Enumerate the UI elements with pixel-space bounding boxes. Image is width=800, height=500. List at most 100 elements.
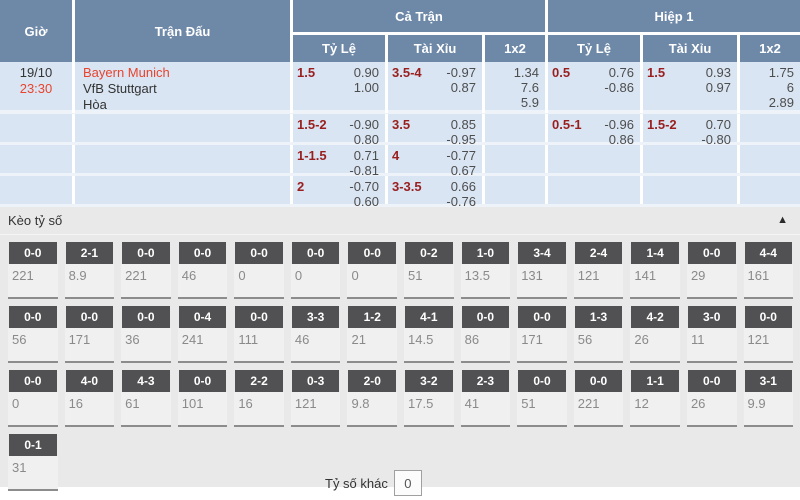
h1-1x2-cell[interactable]: [737, 114, 800, 142]
ft-handicap-cell[interactable]: 1-1.5 0.71 -0.81: [290, 145, 385, 178]
ft-1x2-cell[interactable]: [482, 176, 545, 204]
score-cell[interactable]: 0-3 121: [290, 370, 341, 427]
ft-1x2-cell[interactable]: [482, 114, 545, 142]
h1-handicap-cell[interactable]: [545, 176, 640, 204]
score-label: 4-2: [631, 306, 679, 328]
score-cell[interactable]: 0-0 0: [290, 242, 341, 299]
score-cell[interactable]: 0-4 241: [177, 306, 228, 363]
score-cell[interactable]: 4-2 26: [630, 306, 680, 363]
score-cell[interactable]: 0-0 56: [8, 306, 58, 363]
score-cell[interactable]: 1-0 13.5: [460, 242, 511, 299]
score-cell[interactable]: 2-4 121: [573, 242, 624, 299]
score-cell[interactable]: 0-0 221: [573, 370, 624, 427]
score-label: 0-0: [9, 370, 57, 392]
score-label: 1-4: [631, 242, 679, 264]
score-cell[interactable]: 2-1 8.9: [64, 242, 115, 299]
score-cell[interactable]: 0-0 221: [8, 242, 58, 299]
score-cell[interactable]: 2-2 16: [234, 370, 284, 427]
score-cell[interactable]: 1-3 56: [573, 306, 624, 363]
score-odds: 161: [743, 264, 794, 297]
header-ft-1x2: 1x2: [482, 32, 545, 62]
score-cell[interactable]: 0-0 121: [743, 306, 794, 363]
score-cell[interactable]: 0-1 31: [8, 434, 58, 491]
score-cell[interactable]: 1-4 141: [630, 242, 680, 299]
score-cell[interactable]: 3-1 9.9: [743, 370, 794, 427]
h1-handicap-cell[interactable]: 0.5 0.76 -0.86: [545, 62, 640, 113]
collapse-arrow-icon[interactable]: ▲: [777, 214, 788, 226]
odds-value: 0.90: [353, 65, 379, 80]
score-label: 2-4: [574, 242, 623, 264]
ft-handicap-cell[interactable]: 2 -0.70 0.60: [290, 176, 385, 209]
score-cell[interactable]: 1-1 12: [630, 370, 680, 427]
h1-overunder-cell[interactable]: 1.5-2 0.70 -0.80: [640, 114, 737, 147]
score-cell[interactable]: 4-3 61: [121, 370, 171, 427]
h1-handicap-cell[interactable]: [545, 145, 640, 173]
h1-overunder-cell[interactable]: 1.5 0.93 0.97: [640, 62, 737, 113]
draw-label[interactable]: Hòa: [83, 97, 107, 112]
score-cell[interactable]: 3-2 17.5: [404, 370, 454, 427]
score-label: 2-1: [65, 242, 114, 264]
h1-1x2-cell[interactable]: [737, 145, 800, 173]
score-cell[interactable]: 0-0 0: [8, 370, 58, 427]
score-odds: 0: [290, 264, 341, 297]
score-cell[interactable]: 0-0 86: [460, 306, 511, 363]
time-cell: [0, 176, 72, 204]
score-cell[interactable]: 3-4 131: [517, 242, 567, 299]
score-cell[interactable]: 0-0 36: [121, 306, 171, 363]
score-cell[interactable]: 0-0 46: [177, 242, 228, 299]
ft-handicap-cell[interactable]: 1.5-2 -0.90 0.80: [290, 114, 385, 147]
score-label: 0-0: [291, 242, 340, 264]
score-cell[interactable]: 4-4 161: [743, 242, 794, 299]
other-score-group: Tỷ số khác 0: [325, 470, 422, 496]
handicap-line: 0.5: [552, 65, 571, 80]
ft-1x2-cell[interactable]: 1.34 7.6 5.9: [482, 62, 545, 113]
home-team[interactable]: Bayern Munich: [83, 65, 170, 80]
score-cell[interactable]: 0-0 51: [517, 370, 567, 427]
score-cell[interactable]: 0-2 51: [404, 242, 454, 299]
score-odds: 29: [686, 264, 737, 297]
score-cell[interactable]: 0-0 0: [234, 242, 284, 299]
score-odds: 221: [8, 264, 58, 297]
score-cell[interactable]: 0-0 171: [517, 306, 567, 363]
ft-1x2-cell[interactable]: [482, 145, 545, 173]
score-cell[interactable]: 1-2 21: [347, 306, 398, 363]
h1-1x2-cell[interactable]: 1.75 6 2.89: [737, 62, 800, 113]
score-cell[interactable]: 0-0 171: [64, 306, 115, 363]
odds-values: 0.90 1.00: [354, 65, 379, 95]
handicap-line: 3.5-4: [392, 65, 422, 80]
other-score-input[interactable]: 0: [393, 470, 422, 496]
ft-overunder-cell[interactable]: 3-3.5 0.66 -0.76: [385, 176, 482, 209]
score-row: 0-1 31: [0, 434, 800, 491]
away-team[interactable]: VfB Stuttgart: [83, 81, 157, 96]
score-cell[interactable]: 0-0 0: [347, 242, 398, 299]
score-odds: 26: [630, 328, 680, 361]
score-cell[interactable]: 3-0 11: [686, 306, 737, 363]
h1-overunder-cell[interactable]: [640, 145, 737, 173]
ft-overunder-cell[interactable]: 4 -0.77 0.67: [385, 145, 482, 178]
score-cell[interactable]: 0-0 111: [234, 306, 284, 363]
time-cell: [0, 114, 72, 142]
score-cell[interactable]: 2-3 41: [460, 370, 511, 427]
odds-values: 1.75 6 2.89: [769, 65, 794, 110]
score-cell[interactable]: 2-0 9.8: [347, 370, 398, 427]
score-cell[interactable]: 0-0 26: [686, 370, 737, 427]
handicap-line: 4: [392, 148, 400, 163]
correct-score-section: Kèo tỷ số ▲ 0-0 221 2-1 8.9 0-0 221 0-0 46 0-0 0 0…: [0, 207, 800, 491]
h1-overunder-cell[interactable]: [640, 176, 737, 204]
ft-overunder-cell[interactable]: 3.5 0.85 -0.95: [385, 114, 482, 147]
score-cell[interactable]: 4-1 14.5: [404, 306, 454, 363]
score-cell[interactable]: 0-0 221: [121, 242, 171, 299]
score-cell[interactable]: 0-0 101: [177, 370, 228, 427]
h1-handicap-cell[interactable]: 0.5-1 -0.96 0.86: [545, 114, 640, 147]
score-cell[interactable]: 3-3 46: [290, 306, 341, 363]
score-label: 2-3: [461, 370, 510, 392]
score-label: 0-3: [291, 370, 340, 392]
score-cell[interactable]: 0-0 29: [686, 242, 737, 299]
ft-overunder-cell[interactable]: 3.5-4 -0.97 0.87: [385, 62, 482, 113]
handicap-line: 1.5-2: [297, 117, 327, 132]
score-odds: 12: [630, 392, 680, 425]
score-cell[interactable]: 4-0 16: [64, 370, 115, 427]
h1-1x2-cell[interactable]: [737, 176, 800, 204]
ft-handicap-cell[interactable]: 1.5 0.90 1.00: [290, 62, 385, 113]
